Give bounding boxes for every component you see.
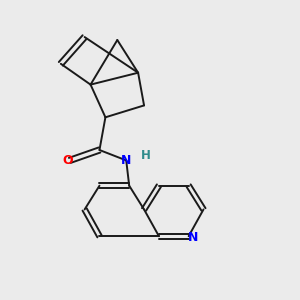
Text: O: O xyxy=(62,154,73,167)
Text: N: N xyxy=(188,231,198,244)
Text: H: H xyxy=(141,149,151,162)
Text: N: N xyxy=(121,154,131,167)
